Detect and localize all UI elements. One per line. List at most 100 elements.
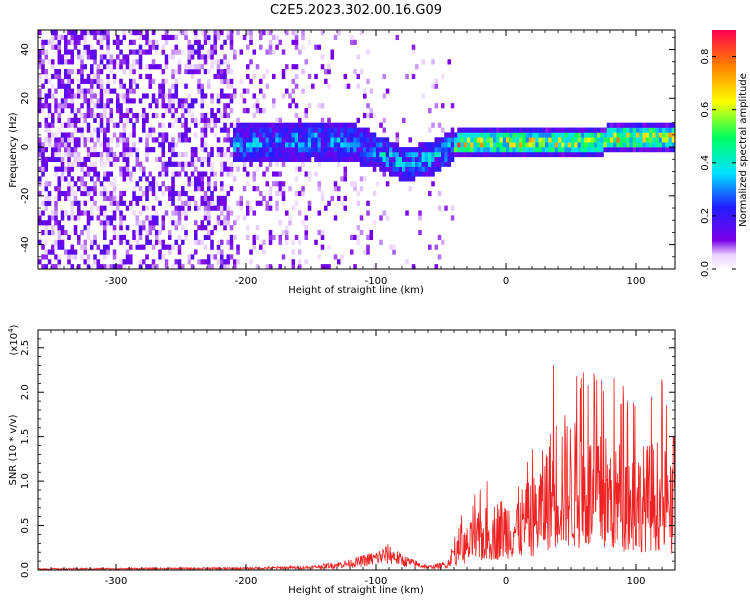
- spectrogram-cell: [171, 210, 175, 216]
- spectrogram-cell: [41, 156, 45, 162]
- spectrogram-cell: [324, 264, 328, 270]
- spectrogram-cell: [333, 186, 338, 192]
- spectrogram-cell: [181, 112, 185, 119]
- spectrogram-cell: [57, 142, 62, 148]
- spectrogram-cell: [203, 200, 208, 206]
- spectrogram-cell: [54, 30, 58, 36]
- spectrogram-cell: [428, 171, 432, 177]
- spectrogram-cell: [80, 156, 84, 162]
- spectrogram-cell: [86, 171, 91, 177]
- spectrogram-cell: [600, 142, 604, 148]
- spectrogram-cell: [103, 195, 107, 202]
- spectrogram-cell: [626, 122, 630, 128]
- spectrogram-cell: [298, 142, 302, 148]
- spectrogram-cell: [606, 142, 611, 148]
- spectrogram-cell: [200, 186, 205, 192]
- snr-multiplier-close: ): [9, 324, 20, 328]
- spectrogram-cell: [493, 127, 497, 133]
- spectrogram-cell: [259, 190, 263, 197]
- spectrogram-cell: [116, 93, 120, 99]
- spectrogram-cell: [229, 69, 234, 75]
- spectrogram-cell: [616, 137, 621, 143]
- spectrogram-cell: [506, 137, 510, 143]
- spectrogram-cell: [567, 147, 572, 153]
- snr-x-tick-label: 0: [503, 576, 509, 587]
- spectrogram-cell: [236, 200, 240, 206]
- spectrogram-cell: [229, 186, 234, 192]
- spectrogram-cell: [285, 132, 289, 138]
- spectrogram-cell: [223, 200, 227, 206]
- spectrogram-cell: [64, 93, 68, 99]
- spectrogram-cell: [281, 161, 286, 167]
- spectrogram-cell: [483, 147, 487, 153]
- spectrogram-cell: [106, 117, 110, 123]
- spectrogram-cell: [392, 166, 396, 172]
- spectrogram-cell: [103, 244, 107, 250]
- spectrogram-cell: [54, 44, 58, 50]
- spectrogram-cell: [636, 132, 640, 138]
- snr-x-tick-label: -300: [105, 576, 128, 587]
- spectrogram-cell: [70, 88, 75, 94]
- spectrogram-cell: [317, 137, 322, 143]
- spectrogram-cell: [57, 69, 62, 75]
- spectrogram-cell: [158, 122, 162, 128]
- spectrogram-cell: [77, 239, 81, 245]
- spectrogram-cell: [623, 122, 627, 128]
- spectrogram-cell: [41, 244, 45, 250]
- spectrogram-cell: [177, 171, 182, 177]
- spectrogram-cell: [213, 44, 218, 50]
- spectrogram-cell: [93, 142, 97, 148]
- spectrogram-cell: [77, 205, 81, 211]
- spectrogram-cell: [249, 142, 253, 148]
- spectrogram-cell: [392, 161, 396, 167]
- spectrogram-cell: [168, 34, 172, 41]
- spectrogram-cell: [603, 132, 608, 138]
- spectrogram-cell: [109, 98, 114, 104]
- spectrogram-cell: [90, 112, 94, 119]
- spectrogram-cell: [67, 181, 71, 187]
- spectrogram-cell: [509, 151, 513, 158]
- spectrogram-cell: [272, 151, 276, 158]
- spectrogram-cell: [103, 171, 107, 177]
- spectrogram-cell: [73, 112, 78, 119]
- spectrogram-y-tick-label: -40: [20, 236, 31, 252]
- spectrogram-cell: [174, 190, 179, 197]
- spectrogram-cell: [294, 137, 299, 143]
- spectrogram-cell: [38, 190, 42, 197]
- spectrogram-cell: [73, 161, 78, 167]
- spectrogram-cell: [57, 259, 62, 265]
- spectrogram-cell: [389, 166, 393, 172]
- spectrogram-cell: [223, 54, 227, 60]
- spectrogram-cell: [535, 147, 539, 153]
- spectrogram-cell: [41, 83, 45, 89]
- spectrogram-cell: [265, 30, 270, 36]
- spectrogram-cell: [392, 147, 396, 153]
- spectrogram-cell: [421, 161, 426, 167]
- colorbar-label: Normalized spectral amplitude: [738, 73, 749, 227]
- spectrogram-cell: [70, 122, 75, 128]
- spectrogram-cell: [125, 225, 130, 231]
- spectrogram-cell: [132, 132, 136, 138]
- spectrogram-cell: [64, 122, 68, 128]
- spectrogram-cell: [44, 156, 49, 162]
- spectrogram-cell: [658, 122, 663, 128]
- spectrogram-cell: [317, 132, 322, 138]
- spectrogram-cell: [655, 127, 660, 133]
- spectrogram-cell: [151, 244, 156, 250]
- spectrogram-cell: [359, 186, 364, 192]
- spectrogram-cell: [229, 83, 234, 89]
- spectrogram-cell: [307, 176, 312, 182]
- spectrogram-cell: [44, 54, 49, 60]
- spectrogram-cell: [138, 166, 143, 172]
- spectrogram-cell: [164, 30, 169, 36]
- spectrogram-cell: [366, 210, 370, 216]
- spectrogram-cell: [122, 171, 127, 177]
- spectrogram-cell: [129, 69, 133, 75]
- spectrogram-cell: [54, 171, 58, 177]
- spectrogram-cell: [161, 78, 166, 84]
- spectrogram-cell: [327, 132, 331, 138]
- spectrogram-cell: [431, 122, 435, 128]
- spectrogram-cell: [51, 44, 55, 50]
- spectrogram-cell: [369, 147, 374, 153]
- spectrogram-cell: [210, 171, 214, 177]
